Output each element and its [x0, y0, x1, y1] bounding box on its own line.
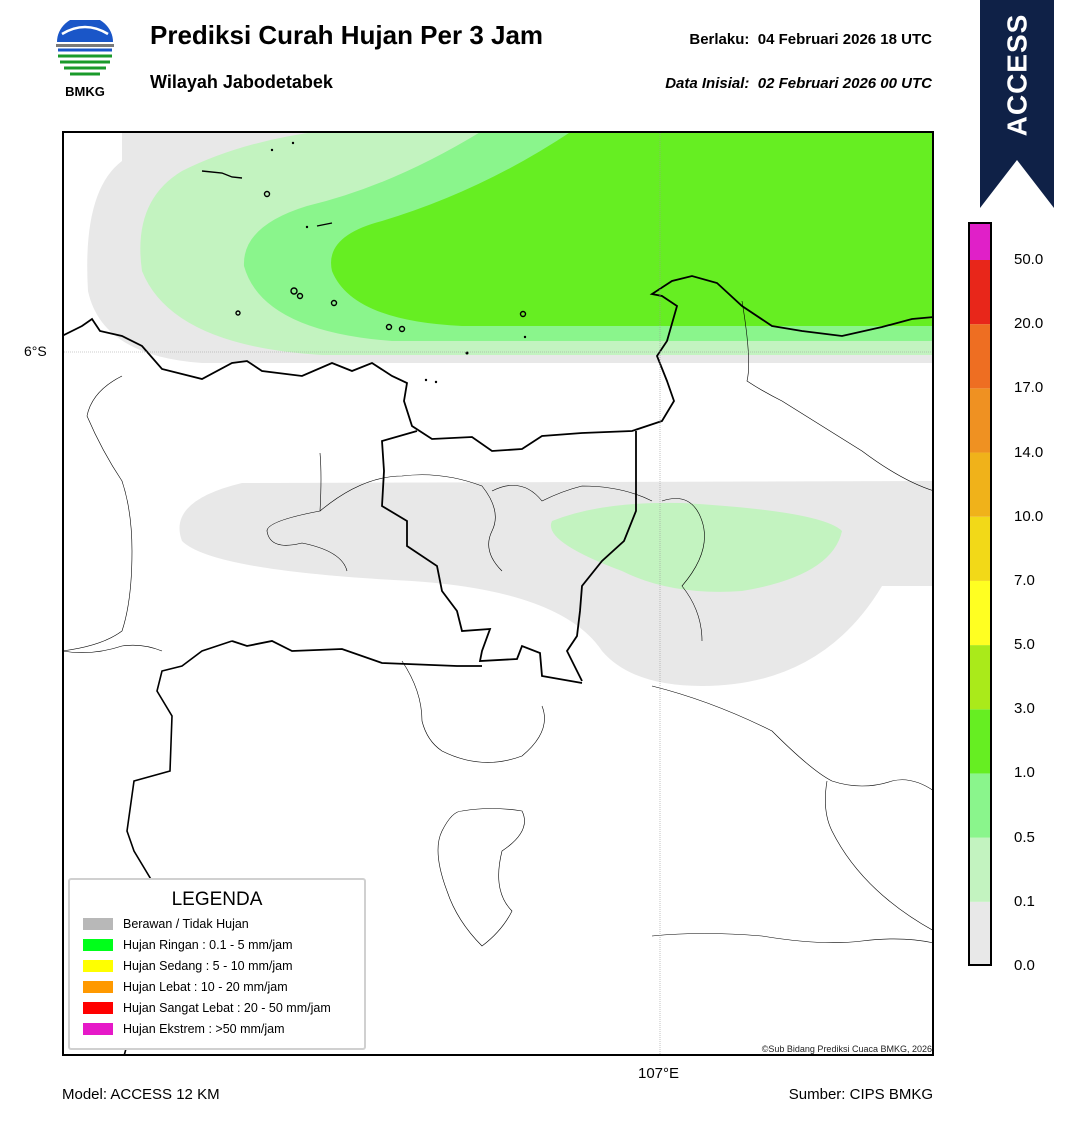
model-ribbon — [980, 0, 1054, 208]
colorbar-tick-label: 0.0 — [1014, 957, 1035, 974]
legend-box: LEGENDA Berawan / Tidak Hujan Hujan Ring… — [68, 878, 366, 1050]
colorbar-segment — [968, 645, 992, 710]
colorbar-segment — [968, 452, 992, 517]
rain-area-central-0-0.1 — [179, 481, 934, 686]
colorbar-segment — [968, 516, 992, 581]
legend-label: Hujan Lebat : 10 - 20 mm/jam — [123, 980, 288, 994]
legend-label: Hujan Sedang : 5 - 10 mm/jam — [123, 959, 293, 973]
lat-label: 6°S — [24, 343, 47, 359]
colorbar-segment — [968, 260, 992, 325]
colorbar-tick-label: 10.0 — [1014, 507, 1044, 525]
province-border — [565, 431, 637, 682]
colorbar-segment — [968, 709, 992, 774]
legend-item: Hujan Lebat : 10 - 20 mm/jam — [83, 979, 288, 995]
legend-label: Hujan Ringan : 0.1 - 5 mm/jam — [123, 938, 293, 952]
legend-swatch — [83, 918, 113, 930]
valid-value: 04 Februari 2026 18 UTC — [757, 31, 932, 48]
map-frame — [62, 131, 934, 1056]
bmkg-logo-icon — [56, 16, 114, 76]
source-label: Sumber: CIPS BMKG — [788, 1086, 933, 1103]
colorbar-segment — [968, 773, 992, 838]
legend-item: Hujan Sangat Lebat : 20 - 50 mm/jam — [83, 1000, 331, 1016]
page-title: Prediksi Curah Hujan Per 3 Jam — [150, 20, 544, 50]
colorbar-segment — [968, 388, 992, 453]
colorbar-segment — [968, 901, 992, 966]
legend-title: LEGENDA — [171, 889, 263, 910]
init-value: 02 Februari 2026 00 UTC — [757, 75, 932, 92]
colorbar-tick-label: 20.0 — [1014, 315, 1044, 333]
init-time: Data Inisial: 02 Februari 2026 00 UTC — [665, 75, 932, 92]
colorbar-segment — [968, 580, 992, 646]
colorbar-tick-label: 17.0 — [1014, 379, 1044, 397]
province-border — [381, 430, 583, 684]
colorbar-segment — [968, 222, 992, 260]
legend-item: Hujan Sedang : 5 - 10 mm/jam — [83, 958, 293, 974]
colorbar-tick-label: 1.0 — [1014, 764, 1035, 782]
legend-label: Berawan / Tidak Hujan — [123, 917, 249, 931]
colorbar-tick-label: 0.5 — [1014, 828, 1035, 846]
rainfall-map — [62, 131, 934, 1056]
legend-item: Hujan Ringan : 0.1 - 5 mm/jam — [83, 937, 293, 953]
legend-swatch — [83, 1002, 113, 1014]
colorbar-tick-label: 50.0 — [1014, 251, 1044, 268]
colorbar-tick-label: 7.0 — [1014, 571, 1035, 589]
valid-time: Berlaku: 04 Februari 2026 18 UTC — [689, 31, 932, 48]
colorbar-tick-label: 5.0 — [1014, 636, 1035, 654]
rain-area-central-0.1-0.5 — [550, 502, 842, 592]
north-coastline — [62, 275, 934, 452]
copyright-text: ©Sub Bidang Prediksi Cuaca BMKG, 2026 — [761, 1044, 932, 1054]
model-label: Model: ACCESS 12 KM — [62, 1086, 220, 1103]
colorbar-segment — [968, 837, 992, 902]
legend-swatch — [83, 981, 113, 993]
legend-swatch — [83, 960, 113, 972]
ribbon-text: ACCESS — [1001, 13, 1033, 137]
valid-label: Berlaku: — [689, 31, 750, 48]
islands — [201, 170, 527, 333]
rain-area-1-3 — [331, 131, 934, 326]
province-border — [231, 640, 482, 667]
colorbar-segment — [968, 324, 992, 389]
colorbar — [968, 222, 992, 966]
colorbar-tick-label: 3.0 — [1014, 700, 1035, 718]
legend-label: Hujan Ekstrem : >50 mm/jam — [123, 1022, 285, 1036]
ribbon-label: ACCESS — [980, 0, 1054, 150]
legend-swatch — [83, 1023, 113, 1035]
logo-text: BMKG — [65, 84, 105, 99]
legend-swatch — [83, 939, 113, 951]
lon-label: 107°E — [638, 1065, 680, 1082]
page-subtitle: Wilayah Jabodetabek — [150, 72, 333, 92]
legend-item: Berawan / Tidak Hujan — [83, 916, 249, 932]
bmkg-logo: BMKG — [52, 16, 118, 104]
colorbar-tick-label: 0.1 — [1014, 892, 1035, 910]
legend-item: Hujan Ekstrem : >50 mm/jam — [83, 1021, 285, 1037]
init-label: Data Inisial: — [665, 75, 750, 92]
legend-label: Hujan Sangat Lebat : 20 - 50 mm/jam — [123, 1001, 331, 1015]
map-svg — [62, 131, 934, 1056]
colorbar-tick-label: 14.0 — [1014, 443, 1044, 461]
